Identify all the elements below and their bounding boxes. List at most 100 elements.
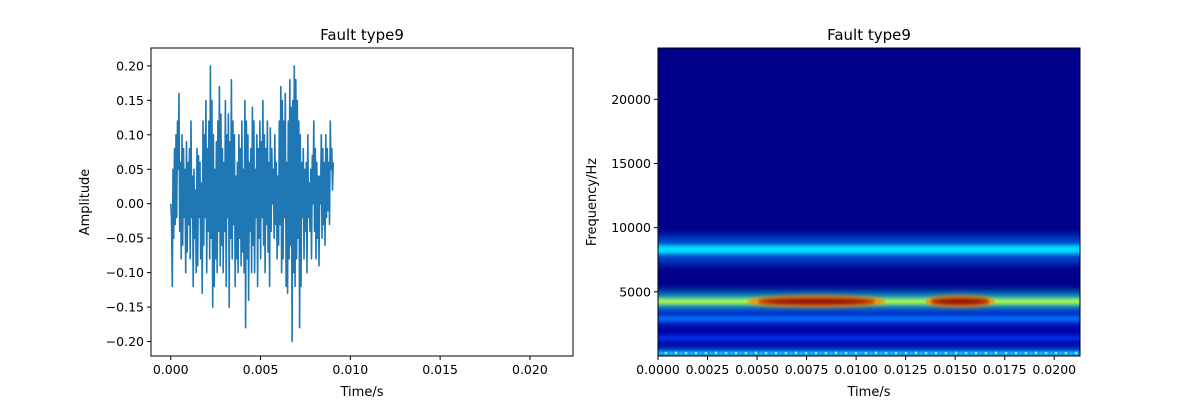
spectrogram-hotspot: [930, 298, 990, 305]
spectrogram-floor-dot: [939, 351, 943, 355]
right-y-tick-label: 20000: [611, 92, 651, 107]
left-y-tick-label: 0.10: [116, 127, 144, 142]
right-chart: Fault type9 0.0000 0.0025 0.0050 0.0075 0.01…: [585, 26, 1081, 400]
spectrogram-floor-dot: [1044, 351, 1048, 355]
spectrogram-floor-dot: [699, 351, 703, 355]
spectrogram-floor-dot: [989, 351, 993, 355]
left-y-axis-label: Amplitude: [78, 169, 93, 236]
spectrogram-hotspot: [757, 298, 876, 305]
spectrogram-floor-dot: [899, 351, 903, 355]
spectrogram-floor-dot: [744, 351, 748, 355]
left-x-axis: 0.000 0.005 0.010 0.015 0.020: [153, 356, 548, 377]
spectrogram-floor-dot: [689, 351, 693, 355]
left-y-tick-label: 0.20: [116, 58, 144, 73]
spectrogram-floor-dot: [1014, 351, 1018, 355]
spectrogram-floor-dot: [694, 351, 698, 355]
spectrogram-floor-dot: [679, 351, 683, 355]
spectrogram-bands: [658, 235, 1080, 356]
spectrogram-floor-dot: [904, 351, 908, 355]
left-x-axis-label: Time/s: [340, 385, 384, 400]
left-x-tick-label: 0.015: [422, 362, 458, 377]
spectrogram-floor-dot: [949, 351, 953, 355]
spectrogram-floor-dot: [959, 351, 963, 355]
right-y-axis: 5000 10000 15000 20000: [611, 92, 658, 299]
left-signal-line: [170, 65, 334, 343]
spectrogram-floor-dot: [664, 351, 668, 355]
right-x-tick-label: 0.0050: [735, 362, 779, 377]
left-chart-title: Fault type9: [320, 26, 404, 44]
spectrogram-floor-dot: [789, 351, 793, 355]
left-y-tick-label: −0.15: [106, 300, 144, 315]
right-x-tick-label: 0.0000: [636, 362, 680, 377]
spectrogram-floor-dot: [794, 351, 798, 355]
spectrogram-band: [658, 336, 1080, 340]
spectrogram-floor-dot: [674, 351, 678, 355]
spectrogram-floor-dot: [1064, 351, 1068, 355]
spectrogram-floor-dot: [884, 351, 888, 355]
spectrogram-floor-dot: [824, 351, 828, 355]
right-x-axis: 0.0000 0.0025 0.0050 0.0075 0.0100 0.0125 0.01…: [636, 356, 1076, 377]
spectrogram-floor-dot: [1049, 351, 1053, 355]
spectrogram-floor-dot: [749, 351, 753, 355]
spectrogram-floor-dot: [684, 351, 688, 355]
spectrogram-floor-dot: [704, 351, 708, 355]
spectrogram-floor-dot: [919, 351, 923, 355]
left-chart: Fault type9 0.000 0.005 0.010 0.015 0.020 −0…: [78, 26, 574, 400]
spectrogram-floor-dot: [934, 351, 938, 355]
left-y-tick-label: −0.20: [106, 334, 144, 349]
spectrogram-floor-dot: [659, 351, 663, 355]
left-x-tick-label: 0.005: [243, 362, 279, 377]
spectrogram-floor-dot: [914, 351, 918, 355]
spectrogram-floor-dot: [1024, 351, 1028, 355]
spectrogram-floor-dot: [944, 351, 948, 355]
right-y-tick-label: 5000: [619, 284, 651, 299]
spectrogram-floor-dot: [859, 351, 863, 355]
spectrogram-floor-dot: [709, 351, 713, 355]
spectrogram-floor-dot: [1074, 351, 1078, 355]
spectrogram-floor-dot: [954, 351, 958, 355]
left-y-tick-label: 0.05: [116, 162, 144, 177]
spectrogram-floor-dot: [1034, 351, 1038, 355]
spectrogram-band: [658, 351, 1080, 356]
spectrogram-floor-dot: [809, 351, 813, 355]
spectrogram-floor-dot: [1039, 351, 1043, 355]
right-x-tick-label: 0.0200: [1032, 362, 1076, 377]
spectrogram-floor-dot: [879, 351, 883, 355]
spectrogram-floor-dot: [779, 351, 783, 355]
right-plot-border: [657, 47, 1081, 357]
spectrogram-floor-dot: [829, 351, 833, 355]
left-x-tick-label: 0.000: [153, 362, 189, 377]
spectrogram-floor-dot: [669, 351, 673, 355]
left-y-tick-label: −0.10: [106, 265, 144, 280]
right-x-tick-label: 0.0175: [983, 362, 1027, 377]
left-y-tick-label: −0.05: [106, 231, 144, 246]
spectrogram-floor-dot: [754, 351, 758, 355]
spectrogram-floor-dot: [889, 351, 893, 355]
spectrogram-floor-dot: [849, 351, 853, 355]
spectrogram-band: [658, 316, 1080, 322]
spectrogram-floor-dot: [1019, 351, 1023, 355]
spectrogram-floor-dot: [739, 351, 743, 355]
spectrogram-floor-dot: [769, 351, 773, 355]
spectrogram-floor-dot: [1069, 351, 1073, 355]
spectrogram-floor-dot: [799, 351, 803, 355]
left-y-tick-label: 0.15: [116, 93, 144, 108]
left-y-axis: −0.20 −0.15 −0.10 −0.05 0.00 0.05 0.10 0.15 0.20: [106, 58, 151, 349]
right-y-tick-label: 15000: [611, 156, 651, 171]
spectrogram-floor-dot: [729, 351, 733, 355]
right-x-axis-label: Time/s: [847, 385, 891, 400]
spectrogram-floor-dot: [719, 351, 723, 355]
spectrogram-floor-dot: [874, 351, 878, 355]
spectrogram-floor-dot: [864, 351, 868, 355]
right-y-tick-label: 10000: [611, 220, 651, 235]
spectrogram-floor-dot: [834, 351, 838, 355]
right-x-tick-label: 0.0150: [933, 362, 977, 377]
left-x-tick-label: 0.020: [512, 362, 548, 377]
spectrogram-floor-dot: [999, 351, 1003, 355]
right-x-tick-label: 0.0025: [686, 362, 730, 377]
spectrogram-floor-dot: [844, 351, 848, 355]
right-chart-title: Fault type9: [827, 26, 911, 44]
spectrogram-floor-dot: [774, 351, 778, 355]
spectrogram-floor-dot: [924, 351, 928, 355]
left-plot-border: [150, 47, 574, 357]
